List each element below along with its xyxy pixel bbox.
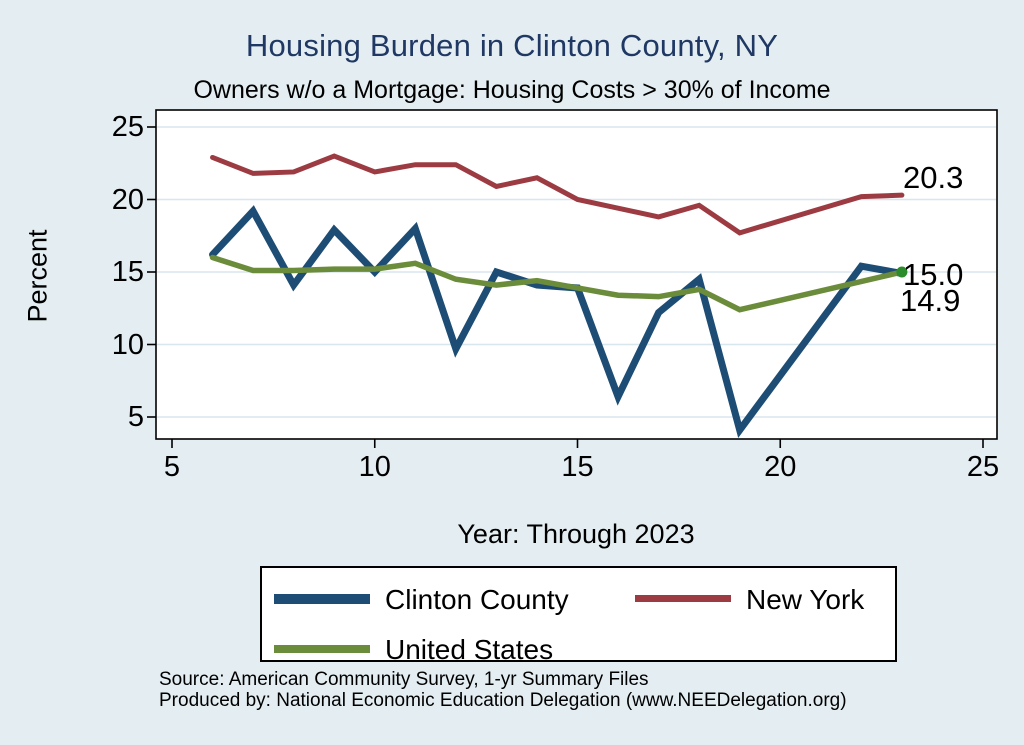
y-tick-label-5: 5 [127, 401, 144, 433]
x-tick-label-10: 10 [358, 451, 391, 483]
legend-box: Clinton County New York United States [260, 566, 897, 665]
plot-border [155, 109, 998, 440]
series-line-new-york [210, 153, 905, 236]
legend-label-new-york: New York [746, 584, 865, 615]
legend-label-united-states: United States [385, 634, 554, 665]
source-line: Source: American Community Survey, 1-yr … [159, 669, 649, 690]
end-value-label-united-states: 15.0 [903, 257, 964, 292]
legend-swatch-clinton-county [274, 594, 370, 604]
y-tick-label-10: 10 [111, 328, 144, 361]
legend-label-clinton-county: Clinton County [385, 584, 569, 615]
legend-swatch-united-states [274, 645, 370, 653]
x-tick-label-25: 25 [966, 451, 1000, 483]
y-tick-label-25: 25 [111, 111, 144, 143]
produced-by-line: Produced by: National Economic Education… [159, 689, 847, 711]
legend-swatch-new-york [635, 595, 731, 602]
chart-subtitle: Owners w/o a Mortgage: Housing Costs > 3… [193, 76, 831, 104]
end-value-label-new-york: 20.3 [903, 160, 964, 195]
x-tick-label-15: 15 [561, 451, 594, 483]
end-value-label-clinton-county: 14.9 [900, 283, 961, 318]
y-tick-label-15: 15 [111, 256, 144, 288]
y-tick-label-20: 20 [111, 183, 144, 216]
x-tick-label-20: 20 [764, 451, 797, 483]
series-end-marker-united-states [896, 266, 908, 278]
source-note: Source: American Community Survey, 1-yr … [159, 669, 847, 711]
series-line-united-states [209, 254, 905, 313]
x-tick-label-5: 5 [163, 451, 181, 483]
plot-area [156, 110, 997, 439]
series-line-clinton-county [209, 205, 906, 438]
chart-title: Housing Burden in Clinton County, NY [245, 28, 779, 63]
y-axis-label: Percent [22, 229, 53, 323]
x-axis-label: Year: Through 2023 [457, 519, 695, 549]
